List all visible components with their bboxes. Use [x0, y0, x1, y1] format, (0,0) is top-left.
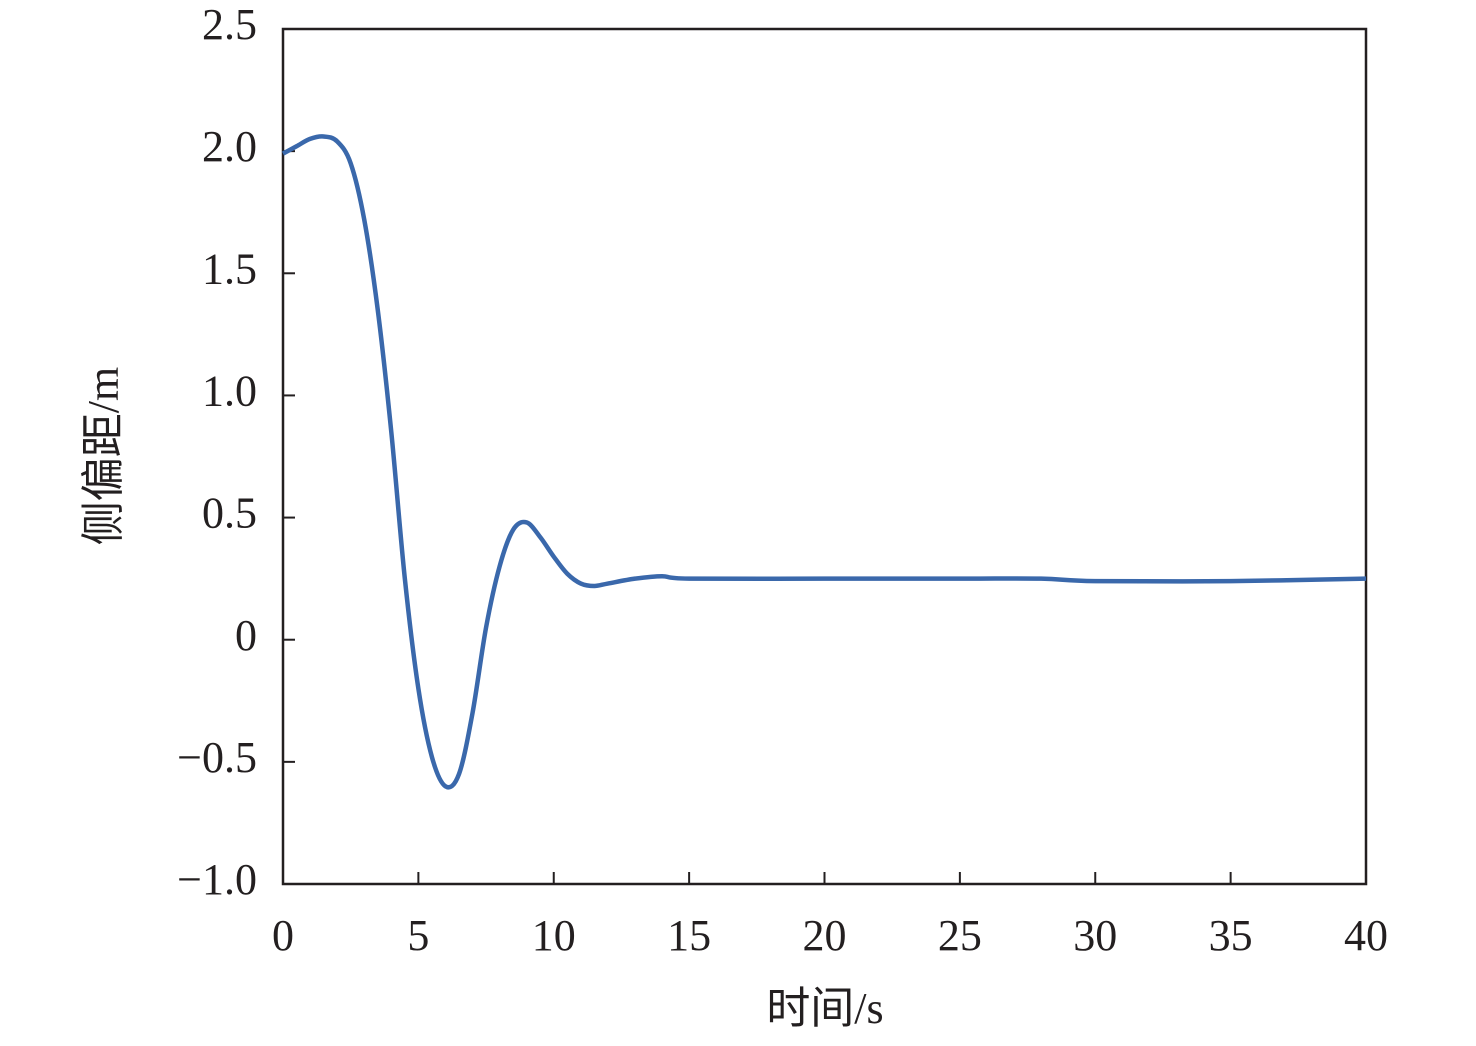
y-tick-label: 0.5: [202, 489, 257, 538]
y-tick-label: 2.5: [202, 0, 257, 49]
x-tick-label: 10: [532, 911, 576, 960]
y-tick-label: −0.5: [177, 733, 257, 782]
y-tick-label: 0: [235, 611, 257, 660]
x-tick-label: 15: [667, 911, 711, 960]
y-axis-label: 侧偏距/m: [79, 367, 128, 545]
y-tick-label: 2.0: [202, 122, 257, 171]
x-tick-label: 0: [272, 911, 294, 960]
data-line: [281, 134, 1367, 790]
x-tick-label: 20: [803, 911, 847, 960]
x-tick-label: 35: [1209, 911, 1253, 960]
plot-frame: [281, 27, 1368, 886]
y-tick-label: 1.0: [202, 367, 257, 416]
x-tick-label: 5: [407, 911, 429, 960]
x-axis-label: 时间/s: [766, 984, 883, 1033]
y-tick-label: −1.0: [177, 855, 257, 904]
y-tick-label: 1.5: [202, 244, 257, 293]
x-tick-label: 25: [938, 911, 982, 960]
x-tick-label: 40: [1344, 911, 1388, 960]
x-tick-label: 30: [1073, 911, 1117, 960]
